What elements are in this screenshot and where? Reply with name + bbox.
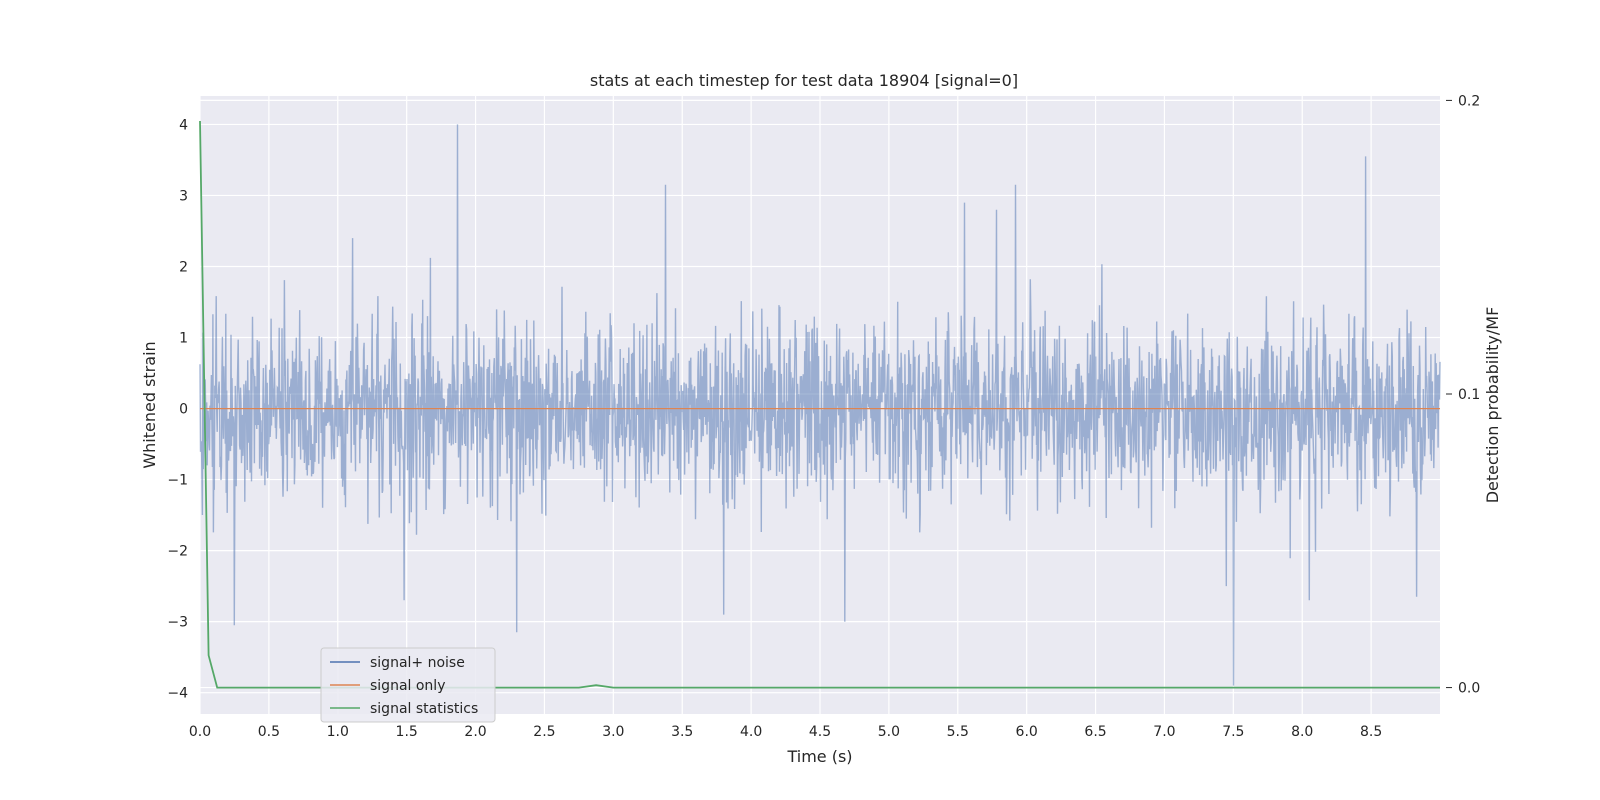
y-tick-label: −2 (167, 544, 188, 560)
series-signal-noise (199, 124, 1441, 686)
x-tick-label: 8.5 (1360, 724, 1382, 740)
x-tick-label: 7.0 (1153, 724, 1175, 740)
x-tick-label: 7.5 (1222, 724, 1244, 740)
y2-axis-ticks: 0.2 0.1 0.0 (1446, 93, 1480, 697)
y-tick-label: −3 (167, 615, 188, 631)
y-tick-label: −1 (167, 473, 188, 489)
series-signal-statistics (199, 120, 1440, 689)
x-tick-label: 8.0 (1291, 724, 1313, 740)
y-tick-label: −4 (167, 686, 188, 702)
x-axis-ticks: 0.0 0.5 1.0 1.5 2.0 2.5 3.0 3.5 4.0 4.5 5.0 5.5 6.0 6… (189, 724, 1382, 740)
x-tick-label: 3.5 (671, 724, 693, 740)
x-tick-label: 1.0 (327, 724, 349, 740)
y2-axis-label: Detection probability/MF (1483, 307, 1502, 504)
y2-tick-label: 0.1 (1458, 387, 1480, 403)
x-tick-label: 6.0 (1016, 724, 1038, 740)
y-tick-label: 1 (179, 331, 188, 347)
x-tick-label: 5.5 (947, 724, 969, 740)
x-tick-label: 4.5 (809, 724, 831, 740)
x-tick-label: 6.5 (1084, 724, 1106, 740)
x-tick-label: 0.5 (258, 724, 280, 740)
x-tick-label: 1.5 (396, 724, 418, 740)
x-tick-label: 2.0 (464, 724, 486, 740)
x-tick-label: 2.5 (533, 724, 555, 740)
series-layer (199, 120, 1441, 689)
y-tick-label: 3 (179, 188, 188, 204)
y2-tick-label: 0.0 (1458, 681, 1480, 697)
x-axis-label: Time (s) (786, 747, 852, 766)
x-tick-label: 0.0 (189, 724, 211, 740)
legend-label-signal-only: signal only (370, 678, 445, 694)
y-tick-label: 0 (179, 402, 188, 418)
legend-label-signal-statistics: signal statistics (370, 701, 478, 717)
legend-label-signal-noise: signal+ noise (370, 655, 465, 671)
x-tick-label: 3.0 (602, 724, 624, 740)
x-tick-label: 5.0 (878, 724, 900, 740)
chart-title: stats at each timestep for test data 189… (590, 71, 1018, 90)
y2-tick-label: 0.2 (1458, 93, 1480, 109)
legend: signal+ noise signal only signal statist… (320, 647, 496, 723)
y-tick-label: 4 (179, 117, 188, 133)
legend-box (320, 647, 496, 723)
y-axis-label: Whitened strain (140, 341, 159, 468)
x-tick-label: 4.0 (740, 724, 762, 740)
y-tick-label: 2 (179, 259, 188, 275)
y-axis-ticks: 4 3 2 1 0 −1 −2 −3 −4 (167, 117, 188, 701)
